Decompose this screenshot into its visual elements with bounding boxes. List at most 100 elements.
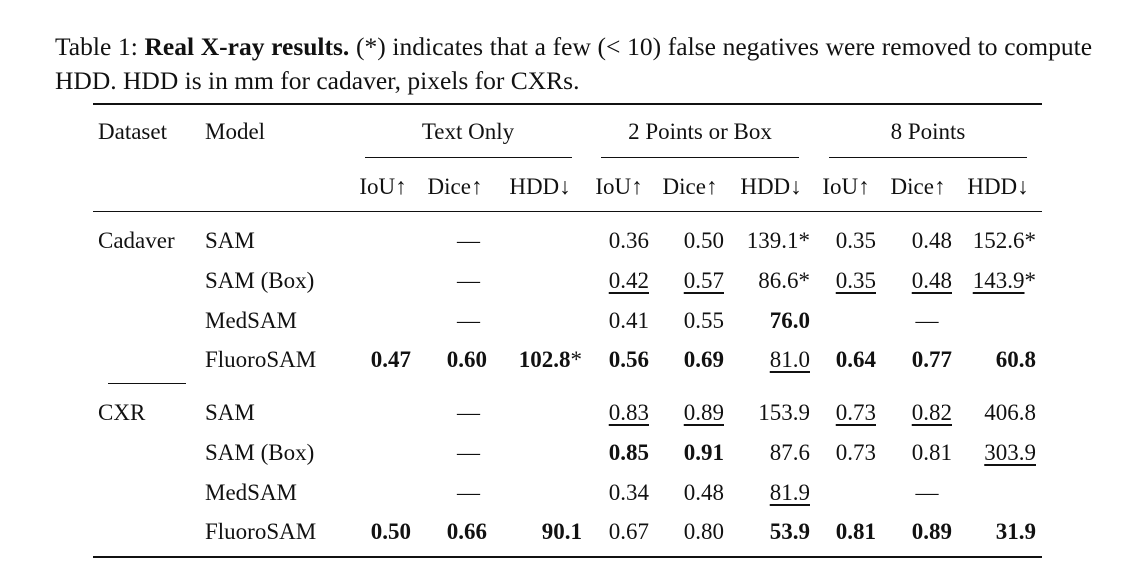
caption: Table 1: Real X-ray results. (*) indicat… [55, 30, 1092, 98]
table-cell: 0.73 [576, 438, 876, 468]
table-cell: 0.89 [424, 398, 724, 428]
table-cell: — [777, 306, 1077, 336]
table-cell: 0.89 [652, 517, 952, 547]
cell-text: 81.0 [769, 347, 810, 372]
cell-text: 0.67 [608, 519, 649, 544]
table-cell: 303.9 [736, 438, 1036, 468]
cell-text: 53.9 [769, 519, 810, 544]
column-header: IoU↑ [359, 174, 407, 199]
cell-text: 143.9 [972, 268, 1025, 293]
cell-text: 0.50 [683, 228, 724, 253]
table-cell: 0.91 [424, 438, 724, 468]
top-rule [93, 103, 1042, 105]
group-header: Text Only [421, 119, 515, 144]
table-cell: 143.9* [736, 266, 1036, 296]
caption-label: Table 1: [55, 32, 138, 61]
cell-text: 0.73 [835, 400, 876, 425]
model-label: SAM (Box) [205, 268, 315, 293]
cell-text: 102.8 [518, 347, 571, 372]
table-cell: 0.50 [111, 517, 411, 547]
table-cell: 0.48 [424, 478, 724, 508]
column-header: IoU↑ [822, 174, 870, 199]
column-header: Dice↑ [662, 174, 718, 199]
cell-text: 0.47 [370, 347, 411, 372]
table-cell: — [319, 306, 619, 336]
caption-text: (*) indicates that a few (< 10) false ne… [55, 32, 1093, 95]
cell-text: 0.91 [683, 440, 724, 465]
cell-text: 0.60 [446, 347, 487, 372]
caption-title: Real X-ray results. [144, 32, 350, 61]
table-cell: — [319, 478, 619, 508]
table-cell: — [319, 438, 619, 468]
column-header: HDD↓ [740, 174, 802, 199]
cell-text: 86.6* [758, 268, 810, 293]
dataset-label: Cadaver [98, 228, 175, 253]
table-cell: 60.8 [736, 345, 1036, 375]
cell-text: 0.73 [835, 440, 876, 465]
cell-text: 0.64 [835, 347, 876, 372]
section-rule [108, 383, 186, 384]
model-label: SAM (Box) [205, 440, 315, 465]
model-label: MedSAM [205, 308, 298, 333]
table-cell: 139.1* [510, 226, 810, 256]
table-cell: 81.9 [510, 478, 810, 508]
model-label: FluoroSAM [205, 519, 317, 544]
table-cell: 0.47 [111, 345, 411, 375]
cell-text: 87.6 [769, 440, 810, 465]
table-cell: 0.81 [576, 517, 876, 547]
cell-text: 81.9 [769, 480, 810, 505]
table-cell: — [319, 266, 619, 296]
cell-text: 90.1 [541, 519, 582, 544]
dataset-label: CXR [98, 400, 146, 425]
cell-text: — [457, 228, 480, 253]
cell-text: 0.48 [911, 268, 952, 293]
cell-text: 0.35 [835, 228, 876, 253]
cell-text: 152.6* [972, 228, 1036, 253]
cell-text: 0.82 [911, 400, 952, 425]
table-cell: 0.64 [576, 345, 876, 375]
cell-text: 0.42 [608, 268, 649, 293]
cell-text: — [457, 440, 480, 465]
cell-text: 0.48 [911, 228, 952, 253]
cell-text: 303.9 [984, 440, 1036, 465]
cell-text: 0.80 [683, 519, 724, 544]
column-header: HDD↓ [967, 174, 1029, 199]
cell-text: 0.81 [911, 440, 952, 465]
cell-text: 0.83 [608, 400, 649, 425]
cell-text: 0.48 [683, 480, 724, 505]
column-header: Dice↑ [890, 174, 946, 199]
cell-text: 0.57 [683, 268, 724, 293]
model-label: SAM [205, 228, 255, 253]
table-cell: 102.8* [282, 345, 582, 375]
cell-text: 153.9 [758, 400, 810, 425]
cell-text: 0.85 [608, 440, 649, 465]
table-cell: — [319, 226, 619, 256]
table-cell: 0.42 [349, 266, 649, 296]
column-header: Dice↑ [427, 174, 483, 199]
table-cell: 0.69 [424, 345, 724, 375]
table-cell: 0.81 [652, 438, 952, 468]
cell-text: — [457, 308, 480, 333]
table-cell: 0.85 [349, 438, 649, 468]
cell-text: 0.35 [835, 268, 876, 293]
cell-text: 76.0 [769, 308, 810, 333]
cell-text: 0.77 [911, 347, 952, 372]
table-cell: 0.83 [349, 398, 649, 428]
table-cell: 0.50 [424, 226, 724, 256]
cell-text: 0.89 [683, 400, 724, 425]
cell-text: 0.55 [683, 308, 724, 333]
table-cell: 87.6 [510, 438, 810, 468]
header-cell: Model [205, 119, 266, 144]
table-cell: 0.82 [652, 398, 952, 428]
group-header: 2 Points or Box [628, 119, 772, 144]
table-cell: 0.55 [424, 306, 724, 336]
cell-text: 0.41 [608, 308, 649, 333]
table-cell: 153.9 [510, 398, 810, 428]
table-cell: — [319, 398, 619, 428]
cell-text: 139.1* [746, 228, 810, 253]
table-cell: 53.9 [510, 517, 810, 547]
cell-text: 0.69 [683, 347, 724, 372]
table-cell: 0.34 [349, 478, 649, 508]
table-cell: 0.41 [349, 306, 649, 336]
